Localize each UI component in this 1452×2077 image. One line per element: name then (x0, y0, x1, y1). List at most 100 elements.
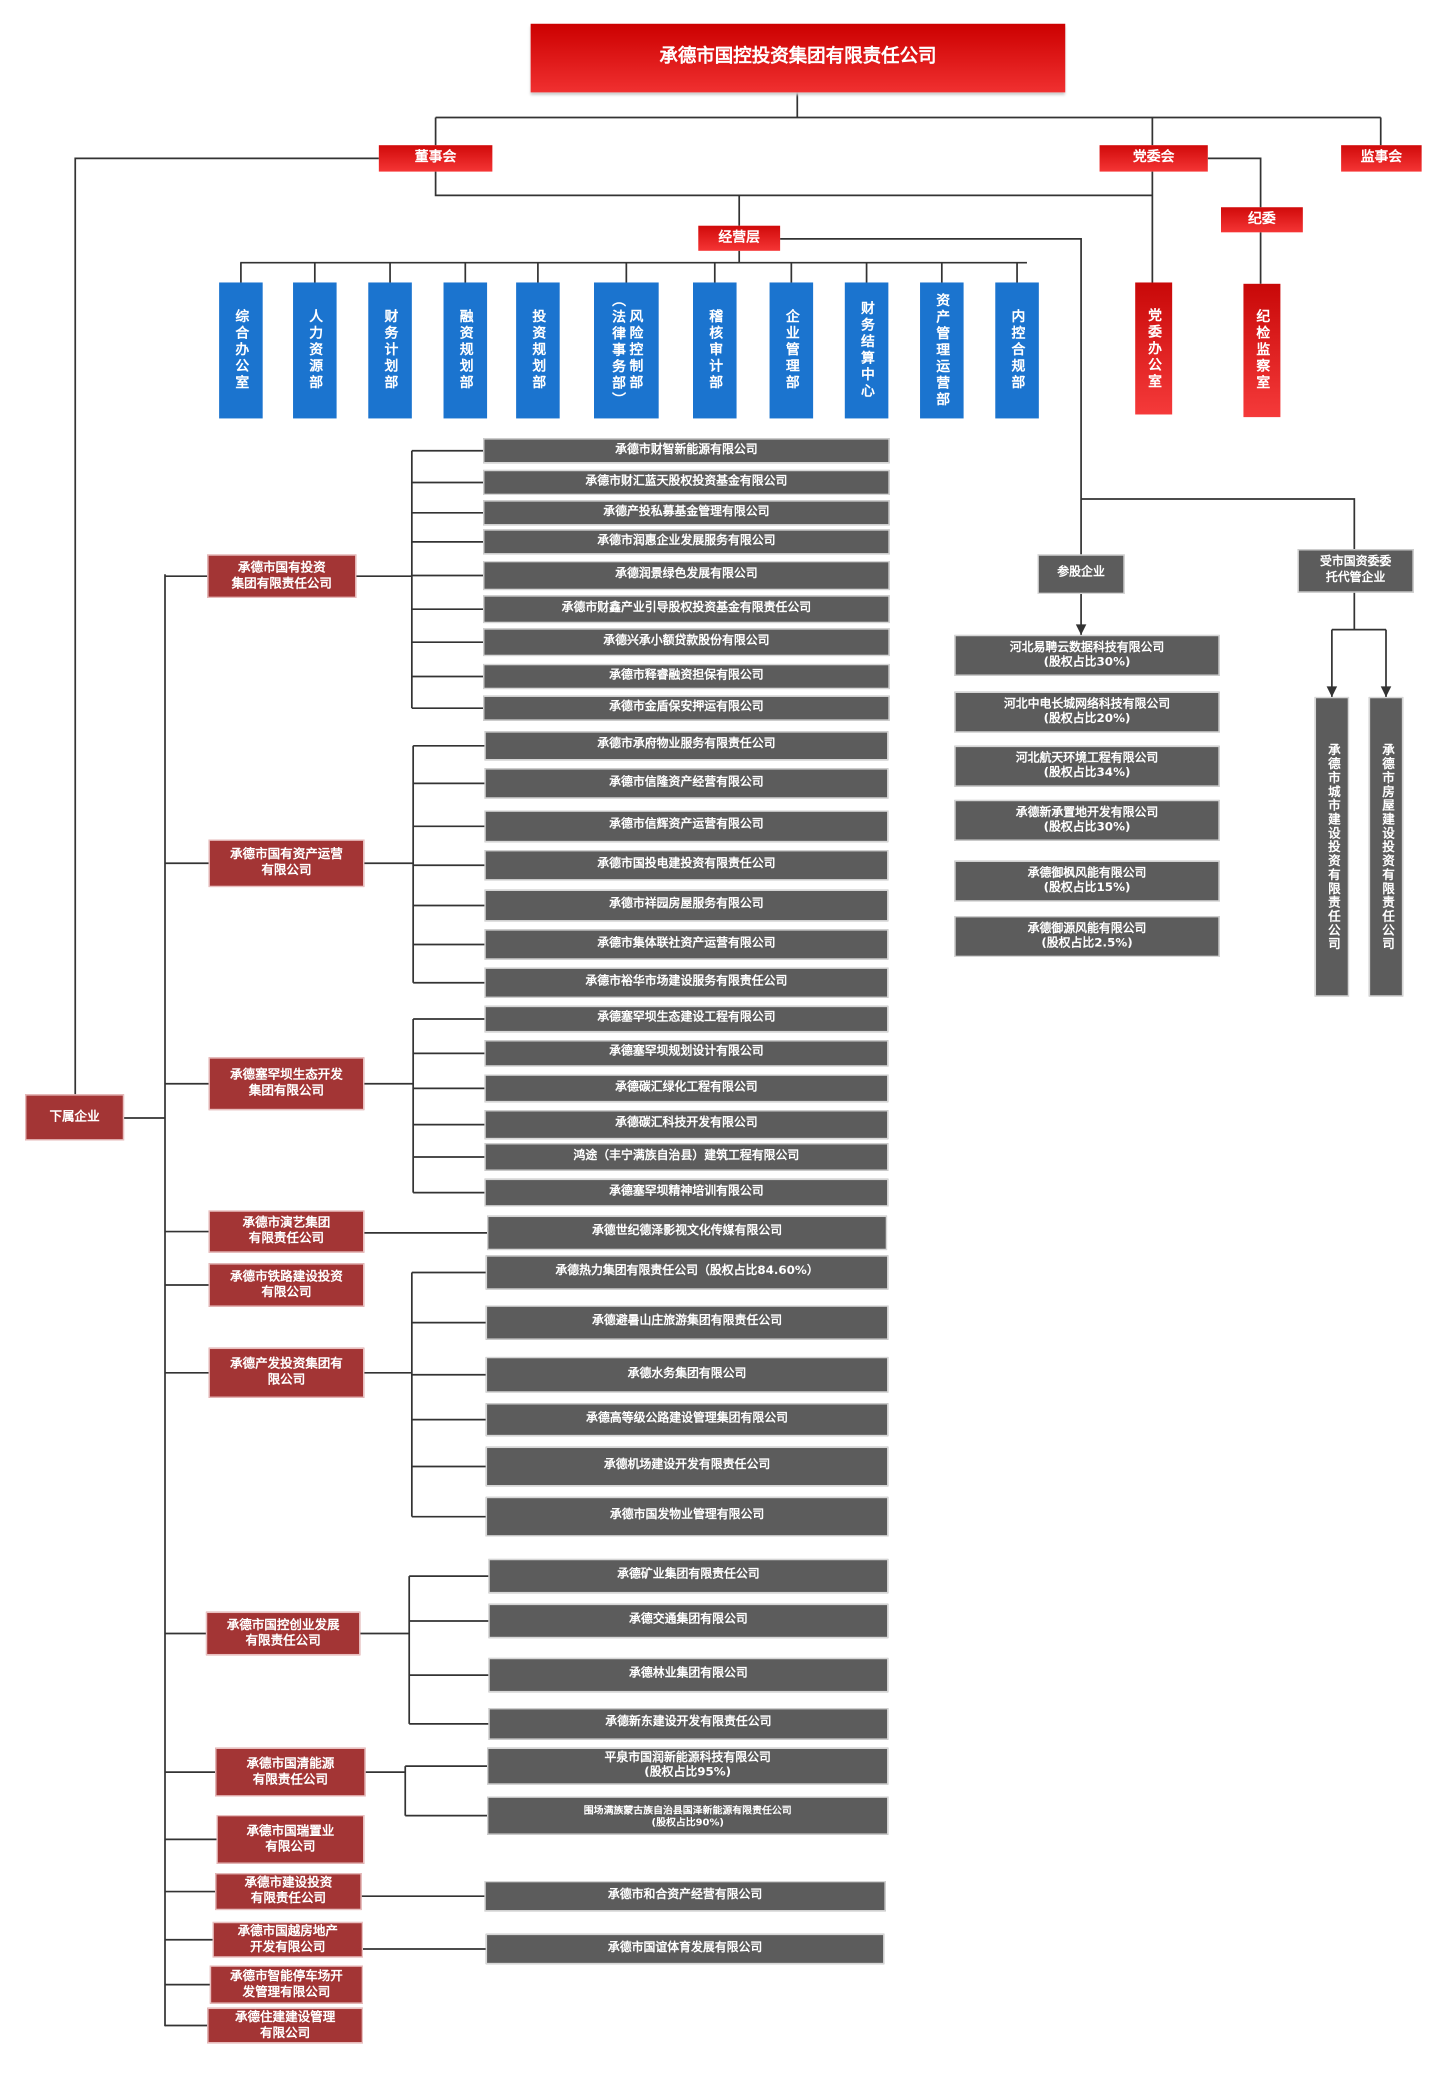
subsidiary-company-node: 承德市祥园房屋服务有限公司 (484, 889, 889, 922)
equity-company-node-label: 承德御源风能有限公司 (股权占比2.5%) (1027, 922, 1147, 950)
department-node-label: 内控合规部 (1009, 309, 1026, 392)
subsidiary-company-node-label: 承德市财智新能源有限公司 (615, 443, 758, 457)
subsidiary-company-node-label: 承德市和合资产经营有限公司 (607, 1888, 763, 1902)
subsidiary-group-node-label: 承德市智能停车场开 发管理有限公司 (229, 1968, 343, 2000)
subsidiary-company-node: 承德避暑山庄旅游集团有限责任公司 (485, 1305, 889, 1340)
entrusted-root-node-label: 受市国资委委 托代管企业 (1319, 556, 1392, 585)
department-node: 融资规划部 (443, 282, 488, 419)
subsidiary-company-node: 承德市信隆资产经营有限公司 (484, 768, 889, 799)
subsidiary-company-node: 承德林业集团有限公司 (488, 1657, 889, 1693)
subsidiary-company-node: 承德市承府物业服务有限责任公司 (484, 731, 889, 761)
supervisory-board-node-label: 监事会 (1360, 149, 1403, 166)
subsidiary-company-node-label: 承德塞罕坝规划设计有限公司 (609, 1045, 764, 1060)
subsidiary-company-node-label: 承德产投私募基金管理有限公司 (603, 505, 770, 519)
subsidiary-company-node-label: 承德交通集团有限公司 (628, 1613, 748, 1627)
equity-root-node: 参股企业 (1037, 554, 1125, 594)
subsidiary-company-node: 承德机场建设开发有限责任公司 (485, 1446, 889, 1487)
subsidiary-company-node-label: 承德塞罕坝生态建设工程有限公司 (597, 1011, 776, 1025)
department-node: 稽核审计部 (693, 282, 737, 419)
subsidiary-company-node: 承德市财智新能源有限公司 (483, 438, 890, 464)
subsidiary-group-node-label: 承德市铁路建设投资 有限公司 (229, 1269, 343, 1300)
subsidiary-company-node: 承德交通集团有限公司 (488, 1603, 889, 1639)
subsidiary-company-node-label: 围场满族蒙古族自治县国泽新能源有限责任公司 (股权占比90%) (583, 1803, 792, 1828)
subsidiary-company-node: 鸿途（丰宁满族自治县）建筑工程有限公司 (484, 1143, 889, 1171)
party-office-node-label: 党委办公室 (1146, 307, 1163, 390)
subsidiary-group-node-label: 承德市国越房地产 开发有限公司 (237, 1924, 338, 1955)
subsidiary-company-node: 围场满族蒙古族自治县国泽新能源有限责任公司 (股权占比90%) (487, 1796, 889, 1835)
subsidiary-group-node-label: 承德市国瑞置业 有限公司 (246, 1823, 335, 1854)
subsidiary-company-node: 承德市释睿融资担保有限公司 (483, 663, 890, 690)
supervisory-board-node: 监事会 (1341, 145, 1422, 172)
subsidiary-company-node: 承德市财汇蓝天股权投资基金有限公司 (483, 469, 890, 496)
subsidiary-group-node: 承德市铁路建设投资 有限公司 (208, 1263, 365, 1307)
subsidiary-company-node-label: 承德市信辉资产运营有限公司 (609, 818, 764, 833)
equity-company-node-label: 承德新承置地开发有限公司 (股权占比30%) (1015, 806, 1159, 834)
subsidiary-company-node: 承德市国发物业管理有限公司 (485, 1496, 889, 1537)
subsidiary-group-node: 承德市国有资产运营 有限公司 (208, 839, 365, 888)
subsidiary-company-node-label: 承德林业集团有限公司 (628, 1667, 748, 1681)
department-node-label: 人力资源部 (307, 309, 324, 392)
arrow-head-icon (1380, 686, 1392, 697)
subsidiary-group-node-label: 承德塞罕坝生态开发 集团有限公司 (229, 1068, 343, 1099)
subsidiary-company-node-label: 承德市集体联社资产运营有限公司 (597, 937, 776, 951)
subsidiary-company-node: 承德市和合资产经营有限公司 (484, 1881, 886, 1912)
subsidiary-company-node-label: 承德新东建设开发有限责任公司 (605, 1716, 772, 1730)
department-node: 风险控制部 （法律事务部） (594, 282, 659, 419)
department-node: 综合办公室 (219, 282, 263, 419)
subsidiary-group-node-label: 承德市国有投资 集团有限责任公司 (231, 560, 332, 591)
equity-company-node: 承德御源风能有限公司 (股权占比2.5%) (954, 916, 1220, 958)
subsidiary-company-node: 承德市金盾保安押运有限公司 (483, 695, 890, 721)
entrusted-company-node: 承德市城市建设投资有限责任公司 (1314, 696, 1350, 997)
arrow-head-icon (1326, 686, 1338, 697)
subsidiary-group-node: 承德市智能停车场开 发管理有限公司 (209, 1965, 363, 2004)
equity-company-node: 河北中电长城网络科技有限公司 (股权占比20%) (954, 691, 1220, 733)
subsidiary-company-node: 承德高等级公路建设管理集团有限公司 (485, 1403, 889, 1437)
department-node: 财务结算中心 (844, 282, 889, 419)
subsidiary-company-node-label: 承德塞罕坝精神培训有限公司 (609, 1185, 764, 1199)
subsidiary-company-node-label: 承德碳汇绿化工程有限公司 (615, 1080, 758, 1095)
department-node: 企业管理部 (769, 282, 814, 419)
subsidiary-company-node: 承德塞罕坝规划设计有限公司 (484, 1040, 889, 1067)
subsidiary-group-node: 承德市国有投资 集团有限责任公司 (207, 554, 357, 598)
party-office-node: 党委办公室 (1135, 282, 1173, 415)
equity-company-node: 河北航天环境工程有限公司 (股权占比34%) (954, 745, 1220, 787)
subsidiary-company-node: 承德兴承小额贷款股份有限公司 (483, 628, 890, 657)
subordinate-root-node-label: 下属企业 (49, 1109, 100, 1125)
subsidiary-group-node: 承德市国越房地产 开发有限公司 (212, 1921, 363, 1958)
department-node-label: 投资规划部 (530, 309, 547, 392)
department-node-label: 企业管理部 (784, 309, 801, 392)
subsidiary-group-node-label: 承德市演艺集团 有限责任公司 (242, 1215, 331, 1247)
connector-line (780, 238, 1082, 555)
connector-line (434, 171, 1153, 197)
subsidiary-company-node: 承德矿业集团有限责任公司 (488, 1558, 889, 1594)
discipline-office-node: 纪检监察室 (1243, 283, 1281, 418)
subsidiary-group-node-label: 承德住建建设管理 有限公司 (234, 2009, 336, 2041)
subsidiary-company-node-label: 承德市财鑫产业引导股权投资基金有限责任公司 (561, 601, 812, 615)
equity-company-node: 承德御枫风能有限公司 (股权占比15%) (954, 860, 1220, 902)
entrusted-root-node: 受市国资委委 托代管企业 (1297, 549, 1414, 593)
subsidiary-company-node-label: 鸿途（丰宁满族自治县）建筑工程有限公司 (573, 1149, 800, 1163)
connector-line (1207, 157, 1262, 208)
subsidiary-company-node: 承德市国谊体育发展有限公司 (485, 1933, 885, 1965)
subsidiary-company-node-label: 承德高等级公路建设管理集团有限公司 (586, 1412, 789, 1426)
subsidiary-company-node: 承德市润惠企业发展服务有限公司 (483, 529, 890, 555)
subsidiary-company-node: 承德润景绿色发展有限公司 (483, 561, 890, 591)
subsidiary-group-node-label: 承德市建设投资 有限责任公司 (244, 1875, 333, 1907)
management-node: 经营层 (698, 225, 781, 251)
department-node: 资产管理运营部 (920, 282, 964, 419)
subsidiary-company-node-label: 承德市国谊体育发展有限公司 (607, 1941, 763, 1955)
company-title: 承德市国控投资集团有限责任公司 (530, 23, 1066, 93)
management-node-label: 经营层 (718, 229, 760, 246)
subsidiary-company-node-label: 承德水务集团有限公司 (627, 1367, 747, 1381)
entrusted-company-node-label: 承德市房屋建设投资有限责任公司 (1379, 742, 1394, 951)
subsidiary-company-node-label: 承德市信隆资产经营有限公司 (609, 775, 764, 790)
department-node: 财务计划部 (368, 282, 412, 419)
subsidiary-company-node-label: 承德市承府物业服务有限责任公司 (597, 738, 776, 752)
entrusted-company-node-label: 承德市城市建设投资有限责任公司 (1325, 742, 1340, 951)
board-node: 董事会 (378, 145, 493, 172)
subsidiary-company-node: 承德碳汇绿化工程有限公司 (484, 1074, 889, 1103)
equity-company-node: 河北易聘云数据科技有限公司 (股权占比30%) (954, 634, 1220, 676)
subsidiary-company-node-label: 承德矿业集团有限责任公司 (617, 1568, 760, 1582)
